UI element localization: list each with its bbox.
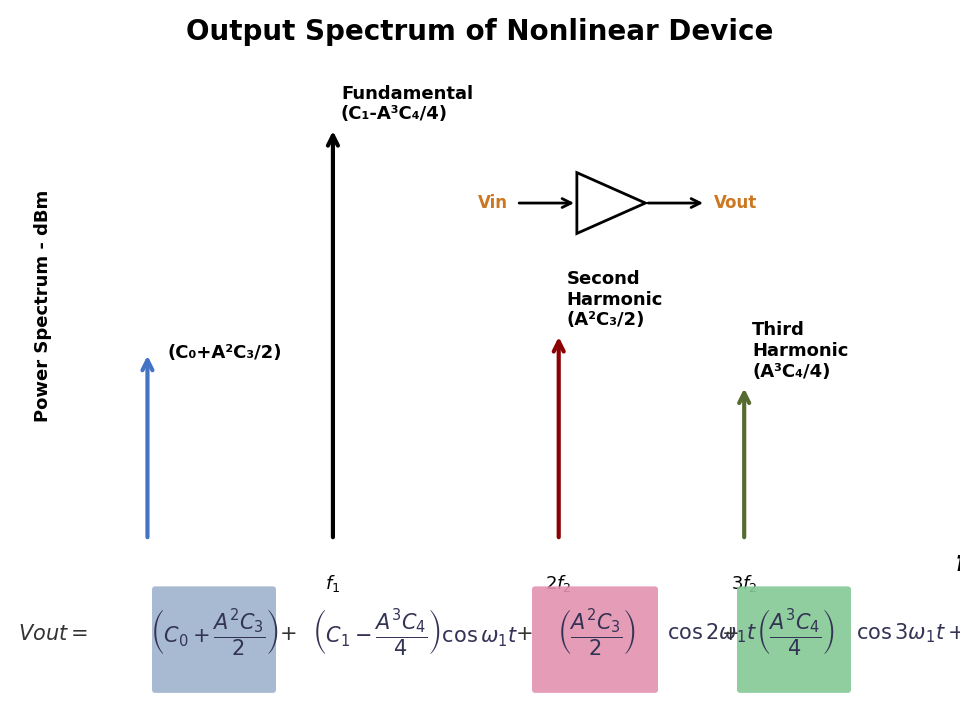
Text: $+$: $+$ <box>279 624 297 644</box>
Text: Vout: Vout <box>714 194 757 212</box>
Text: $\left(\dfrac{A^3C_4}{4}\right)$: $\left(\dfrac{A^3C_4}{4}\right)$ <box>756 608 834 659</box>
Text: $f_1$: $f_1$ <box>325 573 341 594</box>
Text: $\cos2\omega_1 t$: $\cos2\omega_1 t$ <box>667 622 757 645</box>
Text: Fundamental
(C₁-A³C₄/4): Fundamental (C₁-A³C₄/4) <box>341 85 473 124</box>
Text: $\left(\dfrac{A^2C_3}{2}\right)$: $\left(\dfrac{A^2C_3}{2}\right)$ <box>557 608 636 659</box>
Text: Vin: Vin <box>478 194 509 212</box>
FancyBboxPatch shape <box>737 586 851 693</box>
Text: Output Spectrum of Nonlinear Device: Output Spectrum of Nonlinear Device <box>186 19 774 46</box>
Text: $2f_2$: $2f_2$ <box>545 573 572 594</box>
Text: Second
Harmonic
(A²C₃/2): Second Harmonic (A²C₃/2) <box>566 270 663 329</box>
Text: $\cos3\omega_1 t+...$: $\cos3\omega_1 t+...$ <box>856 622 960 645</box>
Text: $+$: $+$ <box>721 624 738 644</box>
Text: f: f <box>956 549 960 577</box>
Text: Third
Harmonic
(A³C₄/4): Third Harmonic (A³C₄/4) <box>753 321 849 381</box>
Text: $\left(C_1-\dfrac{A^3C_4}{4}\right)\cos\omega_1 t$: $\left(C_1-\dfrac{A^3C_4}{4}\right)\cos\… <box>312 608 518 659</box>
FancyBboxPatch shape <box>532 586 658 693</box>
Text: Power Spectrum - dBm: Power Spectrum - dBm <box>34 190 52 422</box>
Text: $\left(C_0+\dfrac{A^2C_3}{2}\right)$: $\left(C_0+\dfrac{A^2C_3}{2}\right)$ <box>150 608 278 659</box>
Text: $+$: $+$ <box>516 624 533 644</box>
FancyBboxPatch shape <box>152 586 276 693</box>
Text: $\mathit{Vout} =$: $\mathit{Vout} =$ <box>18 624 88 644</box>
Text: $3f_2$: $3f_2$ <box>731 573 757 594</box>
Text: (C₀+A²C₃/2): (C₀+A²C₃/2) <box>168 343 282 361</box>
